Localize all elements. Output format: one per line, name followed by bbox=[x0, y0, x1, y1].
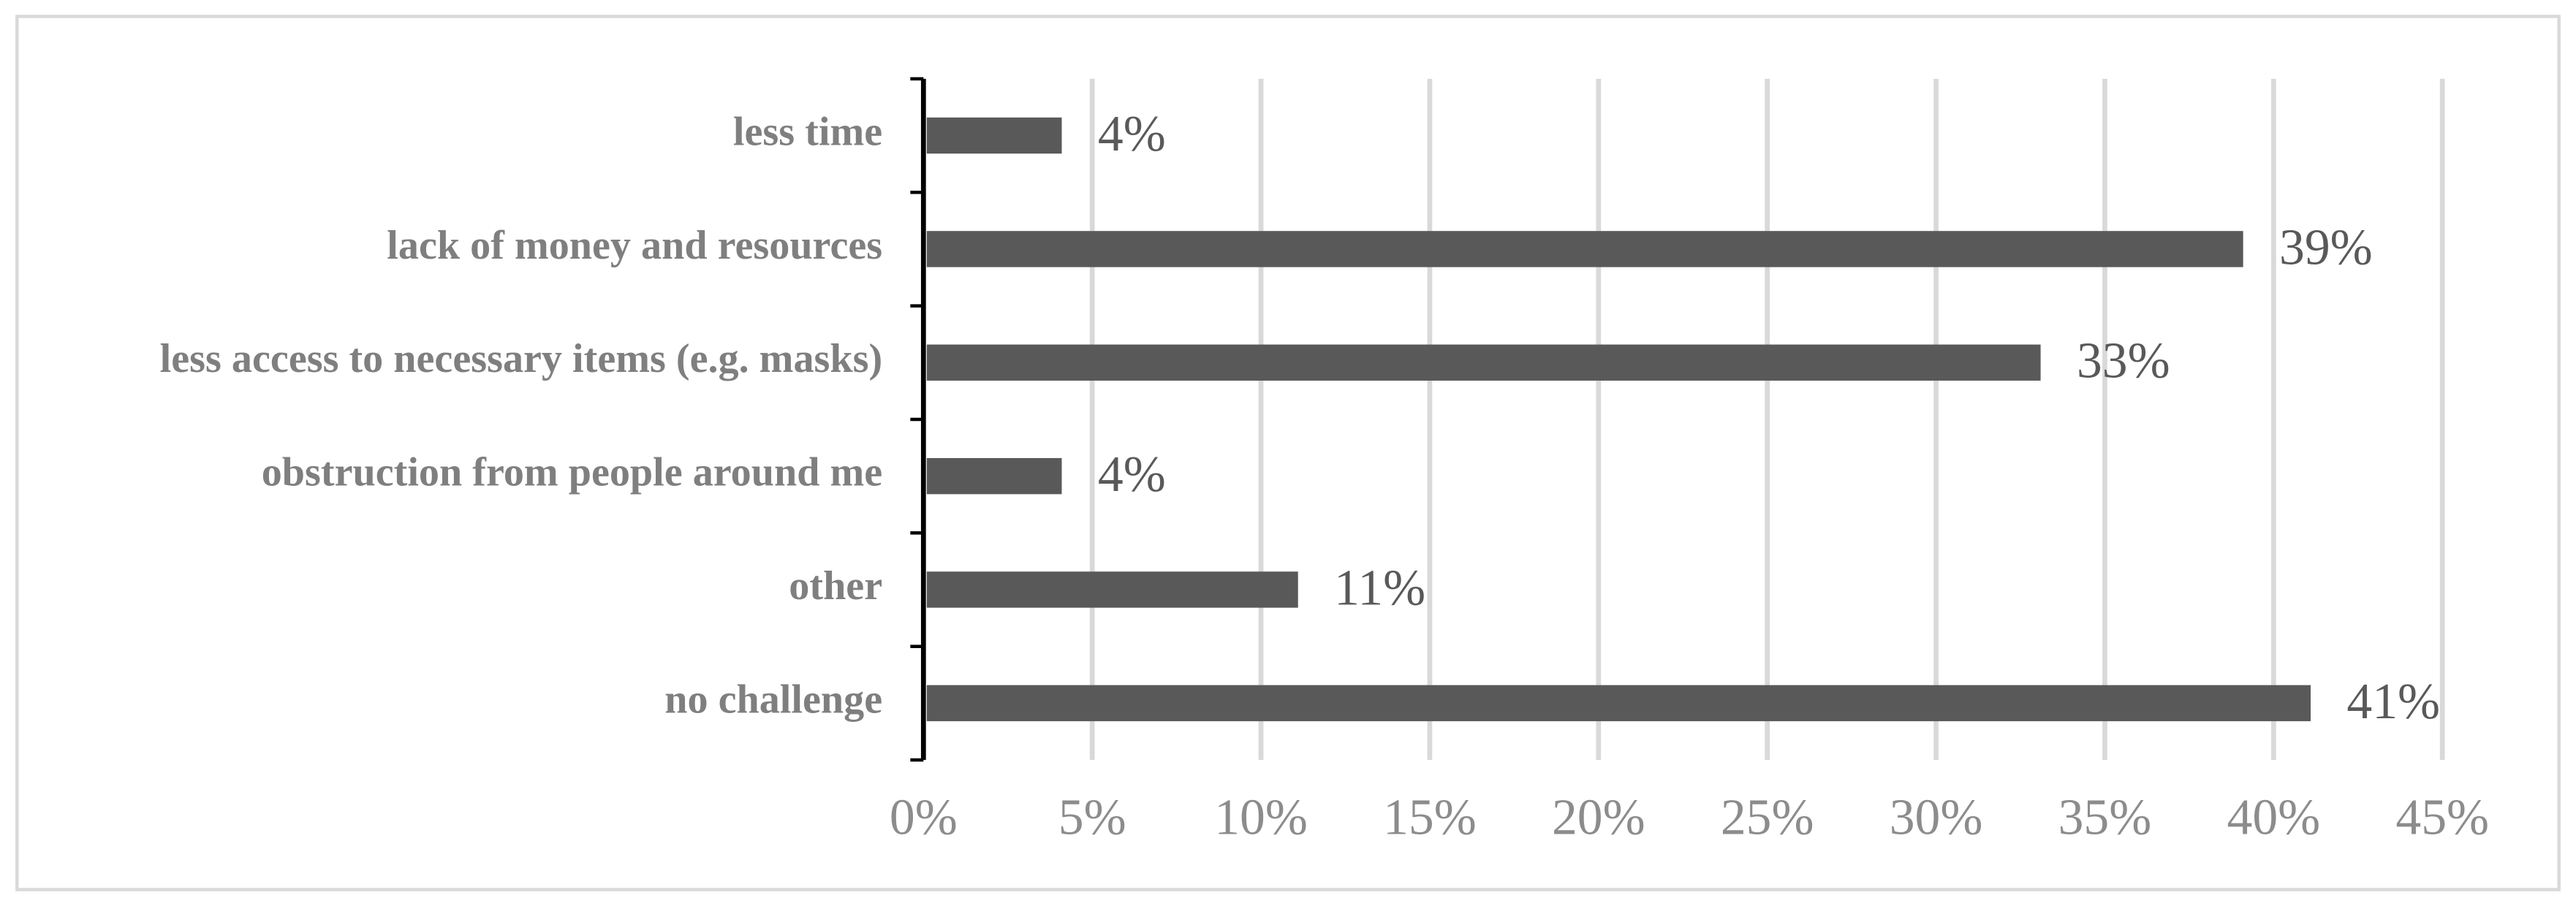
y-tick-label: no challenge bbox=[664, 677, 882, 722]
y-tick-label: other bbox=[789, 563, 882, 609]
bar bbox=[926, 457, 1062, 495]
y-tick-label: less time bbox=[733, 109, 882, 154]
bar bbox=[926, 344, 2041, 381]
x-tick-label: 30% bbox=[1890, 789, 1983, 845]
x-tick-label: 10% bbox=[1214, 789, 1308, 845]
x-tick-label: 45% bbox=[2395, 789, 2489, 845]
x-tick-label: 0% bbox=[890, 789, 958, 845]
x-tick-label: 15% bbox=[1383, 789, 1477, 845]
x-tick-label: 35% bbox=[2058, 789, 2152, 845]
value-label: 4% bbox=[1098, 106, 1166, 162]
value-label: 11% bbox=[1334, 560, 1425, 616]
value-label: 39% bbox=[2279, 219, 2373, 275]
bar bbox=[926, 685, 2311, 722]
bar bbox=[926, 117, 1062, 154]
x-tick-label: 20% bbox=[1552, 789, 1645, 845]
bar bbox=[926, 231, 2243, 267]
chart-frame bbox=[15, 15, 2561, 891]
x-tick-label: 5% bbox=[1058, 789, 1126, 845]
grid: 0% 5% 10% 15% 20% 25% 30% 35% 40% 45% bbox=[890, 77, 2489, 845]
plot: less time 4% lack of money and resources 39… bbox=[160, 106, 2440, 730]
x-tick-label: 25% bbox=[1721, 789, 1814, 845]
x-tick-label: 40% bbox=[2227, 789, 2321, 845]
value-label: 41% bbox=[2346, 674, 2440, 730]
y-tick-label: lack of money and resources bbox=[387, 223, 882, 268]
y-tick-label: obstruction from people around me bbox=[262, 450, 882, 495]
y-tick-label: less access to necessary items (e.g. mas… bbox=[160, 336, 882, 381]
bar bbox=[926, 571, 1298, 608]
value-label: 33% bbox=[2077, 333, 2170, 389]
value-label: 4% bbox=[1098, 446, 1166, 503]
